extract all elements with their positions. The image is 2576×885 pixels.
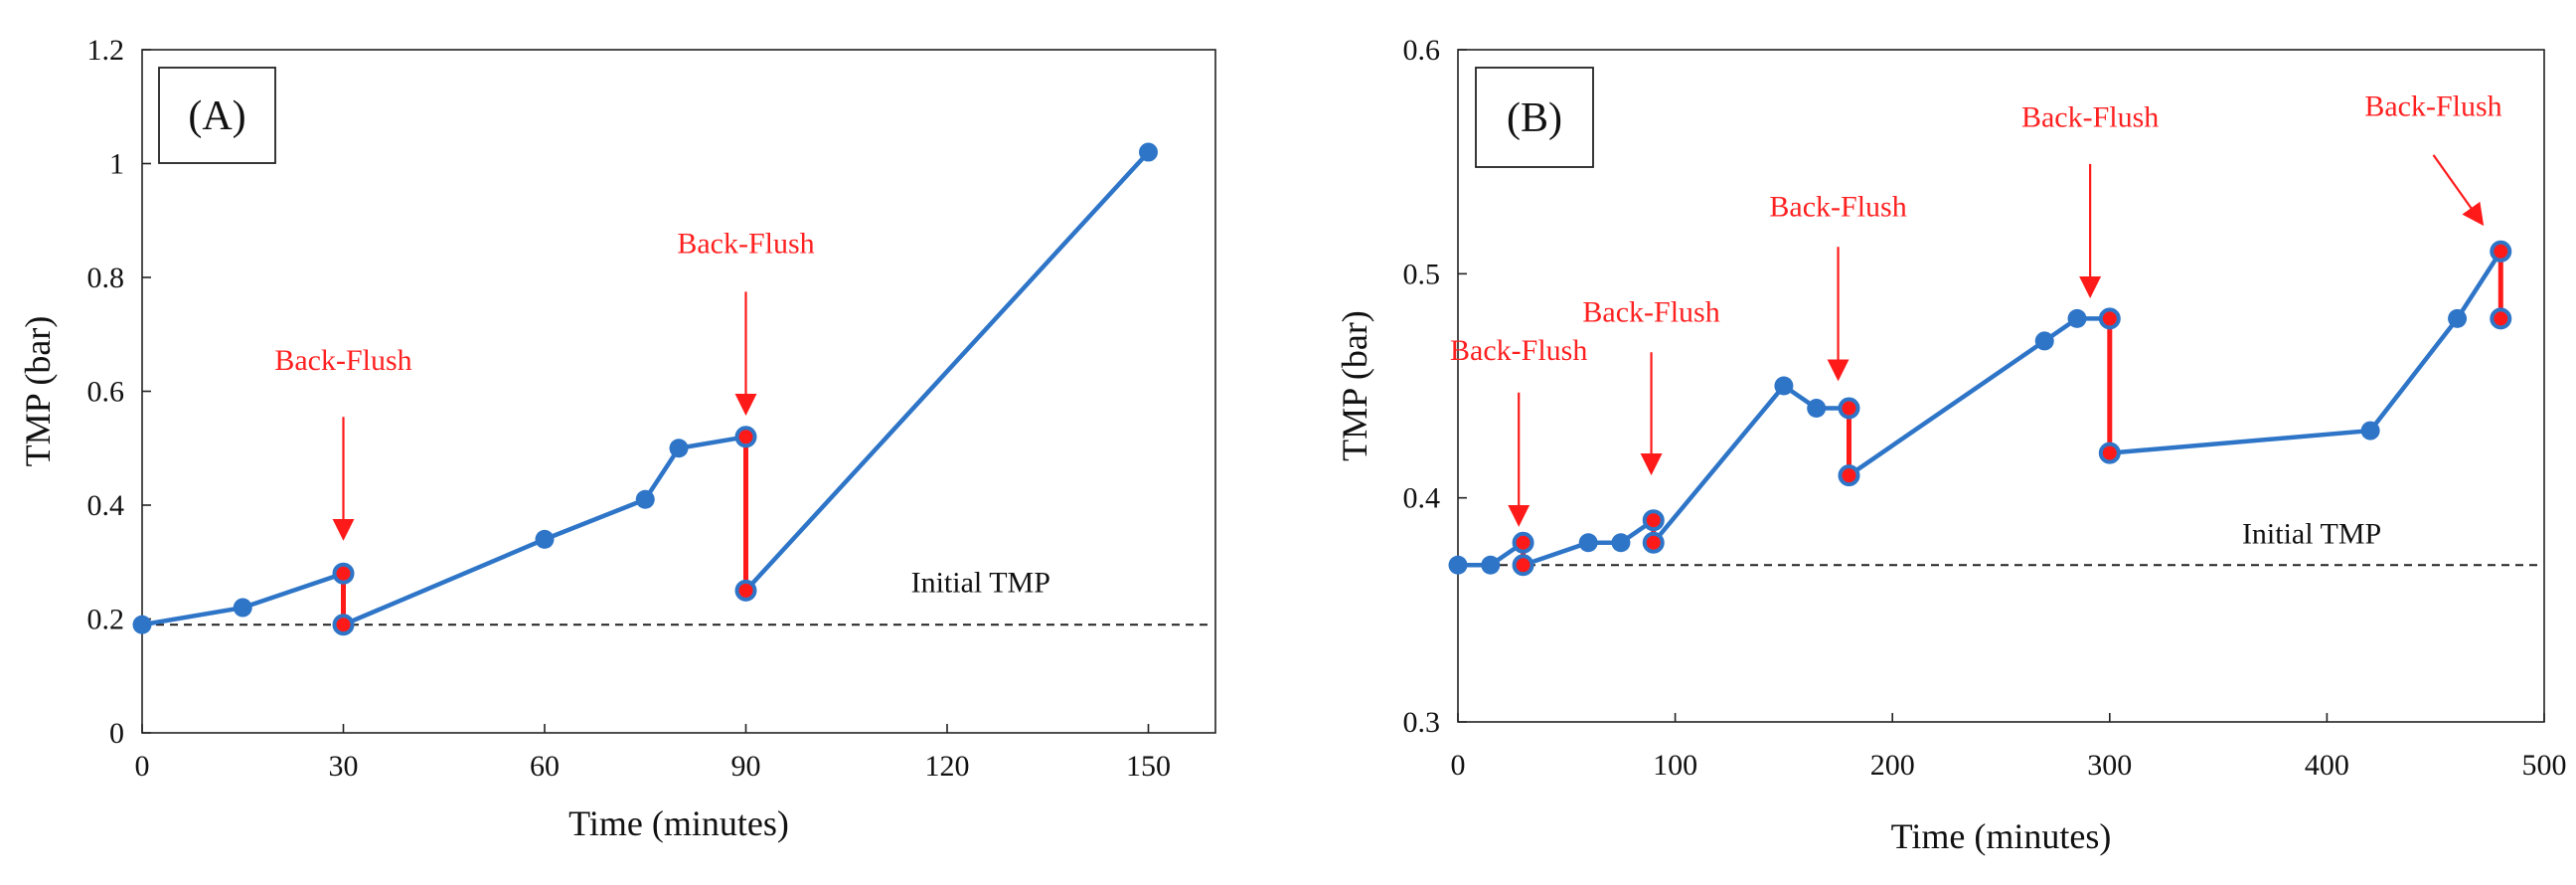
initial-tmp-label: Initial TMP — [2242, 518, 2381, 551]
y-tick-label: 0.4 — [87, 489, 125, 522]
plot-frame — [1457, 49, 2545, 723]
y-tick-label: 0.8 — [87, 262, 125, 294]
data-point — [1774, 376, 1794, 396]
back-flush-data-point — [2490, 240, 2512, 263]
data-point — [132, 615, 152, 634]
series-line-segment — [2367, 316, 2460, 434]
back-flush-annotation: Back-Flush — [1582, 296, 1719, 329]
x-tick-label: 200 — [1870, 749, 1915, 782]
series-line-segment — [341, 537, 548, 627]
back-flush-data-point — [2490, 307, 2512, 330]
back-flush-annotation: Back-Flush — [274, 344, 411, 377]
x-tick-label: 60 — [530, 750, 560, 783]
y-tick-label: 0.2 — [87, 604, 125, 636]
back-flush-data-point — [734, 426, 757, 448]
x-tick-label: 0 — [1451, 749, 1466, 782]
data-point — [1611, 533, 1631, 553]
data-point — [635, 489, 655, 509]
back-flush-data-point — [2098, 442, 2121, 464]
panel-label: (B) — [1507, 95, 1562, 141]
y-tick-label: 1.2 — [87, 34, 125, 67]
series-line-segment — [676, 435, 748, 450]
data-point — [1448, 555, 1468, 575]
y-tick-label: 0.6 — [87, 376, 125, 409]
back-flush-annotation: Back-Flush — [1450, 334, 1587, 367]
series-line-segment — [643, 445, 682, 502]
series-line-segment — [2107, 428, 2373, 455]
series-line-segment — [1651, 383, 1787, 545]
x-tick-label: 0 — [135, 750, 150, 783]
y-axis-title: TMP (bar) — [1335, 310, 1374, 461]
data-point — [233, 598, 252, 618]
series-line-segment — [139, 605, 245, 627]
data-point — [1481, 555, 1501, 575]
back-flush-annotation: Back-Flush — [1769, 191, 1906, 224]
y-tick-label: 0.3 — [1403, 706, 1441, 739]
data-point — [535, 529, 555, 549]
y-tick-label: 0.6 — [1403, 34, 1441, 67]
back-flush-data-point — [1642, 509, 1665, 532]
x-axis-title: Time (minutes) — [1891, 816, 2112, 856]
back-flush-data-point — [1512, 554, 1534, 577]
back-flush-data-point — [332, 562, 355, 585]
data-point — [2067, 308, 2087, 328]
data-point — [1578, 533, 1598, 553]
x-tick-label: 90 — [731, 750, 761, 783]
data-point — [2034, 331, 2054, 351]
panel-label-box — [158, 67, 276, 164]
x-tick-label: 150 — [1126, 750, 1171, 783]
plot-frame — [141, 49, 1216, 734]
x-tick-label: 300 — [2087, 749, 2132, 782]
back-flush-data-point — [1838, 464, 1860, 487]
x-axis-title: Time (minutes) — [568, 803, 789, 843]
y-tick-label: 1 — [109, 148, 124, 181]
back-flush-data-point — [332, 614, 355, 636]
back-flush-data-point — [1838, 397, 1860, 420]
series-line-segment — [241, 571, 346, 611]
series-line-segment — [1847, 338, 2047, 478]
x-tick-label: 120 — [925, 750, 970, 783]
back-flush-arrow — [2432, 154, 2485, 227]
back-flush-annotation: Back-Flush — [2021, 101, 2159, 134]
data-point — [2360, 421, 2380, 441]
back-flush-data-point — [734, 579, 757, 602]
panel-label: (A) — [188, 93, 245, 139]
chart-panel-a: 0 0.2 0.4 0.6 0.8 1 1.2 0 30 60 90 120 150 Time (minu… — [18, 34, 1216, 843]
data-point — [1139, 142, 1158, 162]
x-tick-label: 400 — [2305, 749, 2349, 782]
back-flush-annotation: Back-Flush — [2364, 89, 2501, 122]
y-tick-label: 0.4 — [1403, 482, 1441, 515]
initial-tmp-label: Initial TMP — [911, 566, 1050, 599]
back-flush-data-point — [1642, 531, 1665, 554]
y-axis-title: TMP (bar) — [18, 316, 58, 467]
x-tick-label: 30 — [329, 750, 359, 783]
back-flush-data-point — [2098, 307, 2121, 330]
series-line-segment — [542, 497, 648, 542]
x-tick-label: 500 — [2522, 749, 2567, 782]
series-line-segment — [2455, 249, 2503, 321]
back-flush-data-point — [1512, 531, 1534, 554]
panel-label-box — [1475, 67, 1594, 168]
y-tick-label: 0.5 — [1403, 258, 1441, 290]
x-tick-label: 100 — [1653, 749, 1697, 782]
data-point — [1807, 399, 1827, 419]
data-point — [669, 439, 689, 458]
data-point — [2448, 308, 2468, 328]
chart-panel-b: 0.3 0.4 0.5 0.6 0 100 200 300 400 500 Time (minute… — [1335, 34, 2567, 856]
y-tick-label: 0 — [109, 717, 124, 750]
series-line-segment — [1521, 540, 1591, 568]
back-flush-annotation: Back-Flush — [677, 228, 814, 261]
series-line-segment — [743, 149, 1151, 594]
